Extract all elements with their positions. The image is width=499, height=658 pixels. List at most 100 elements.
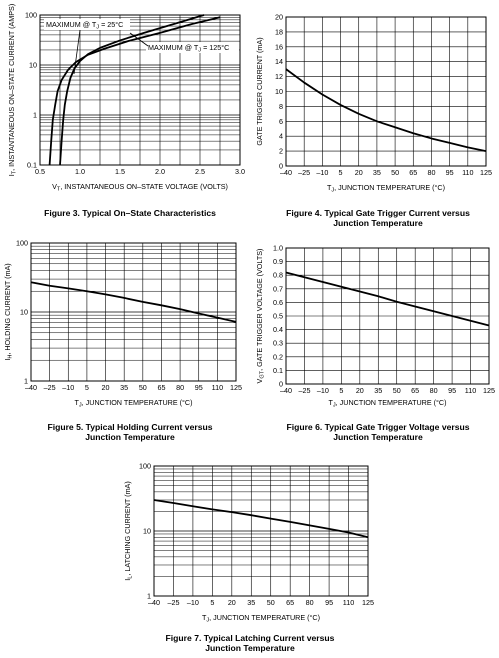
fig5-grid — [30, 243, 237, 382]
fig6-chart: –40 –25 –10 5 20 35 50 65 80 95 110 125 0 0.1 0.2 0.3 0.… — [255, 244, 495, 409]
fig6-xtick-label: 110 — [465, 386, 476, 395]
fig4-xtick-label: –10 — [316, 168, 328, 177]
figure-5-caption-line-2: Junction Temperature — [85, 432, 175, 442]
fig5-xtick-label: 80 — [176, 383, 184, 392]
fig4-xtick-label: –25 — [298, 168, 310, 177]
fig7-xtick-label: –10 — [187, 598, 199, 607]
fig6-xtick-label: 65 — [411, 386, 419, 395]
fig3-annotation-125-leader — [129, 32, 149, 47]
figure-4-caption-line-2: Junction Temperature — [333, 218, 423, 228]
fig7-xtick-label: 80 — [306, 598, 314, 607]
fig7-ytick-label: 100 — [139, 462, 151, 471]
fig7-xtick-label: 65 — [286, 598, 294, 607]
fig6-ytick-label: 0.8 — [273, 271, 283, 280]
fig7-ytick-label: 10 — [143, 527, 151, 536]
fig6-xtick-label: 50 — [393, 386, 401, 395]
fig6-ytick-label: 0 — [279, 380, 283, 389]
fig4-ytick-label: 2 — [279, 147, 283, 156]
fig5-ytick-label: 10 — [20, 308, 28, 317]
figure-7-caption-line-2: Junction Temperature — [205, 643, 295, 653]
fig4-xtick-label: 50 — [391, 168, 399, 177]
fig6-ytick-label: 0.4 — [273, 325, 283, 334]
fig5-xtick-label: 35 — [120, 383, 128, 392]
fig6-xaxis-label: TJ, JUNCTION TEMPERATURE (°C) — [328, 398, 446, 409]
fig6-frame — [285, 247, 490, 385]
figure-6-caption-line-2: Junction Temperature — [333, 432, 423, 442]
figure-4-caption-line-1: Figure 4. Typical Gate Trigger Current v… — [286, 208, 470, 218]
fig3-annotation-25-bg — [44, 19, 130, 30]
fig4-xtick-label: 65 — [409, 168, 417, 177]
fig6-xtick-label: 95 — [448, 386, 456, 395]
fig6-ytick-label: 1.0 — [273, 244, 283, 253]
fig5-xtick-label: 5 — [85, 383, 89, 392]
fig4-xtick-label: 110 — [462, 168, 473, 177]
fig6-xtick-label: 20 — [356, 386, 364, 395]
fig4-ytick-label: 12 — [275, 72, 283, 81]
fig6-ytick-label: 0.5 — [273, 312, 283, 321]
fig6-series-line-1 — [285, 271, 490, 327]
fig6-xtick-label: 80 — [430, 386, 438, 395]
fig4-ytick-label: 20 — [275, 13, 283, 22]
fig4-xtick-label: 35 — [373, 168, 381, 177]
fig7-xtick-label: 95 — [325, 598, 333, 607]
fig3-xtick-label: 2.5 — [195, 167, 205, 176]
fig3-annotation-25: MAXIMUM @ TJ = 25°C — [46, 20, 123, 31]
figure-5-caption: Figure 5. Typical Holding Current versus… — [10, 422, 250, 442]
fig6-ytick-label: 0.1 — [273, 366, 283, 375]
fig4-frame — [285, 16, 487, 167]
fig4-xaxis-label: TJ, JUNCTION TEMPERATURE (°C) — [327, 183, 445, 194]
fig5-xtick-label: 65 — [157, 383, 165, 392]
fig6-xtick-label: –25 — [298, 386, 310, 395]
fig6-ytick-label: 0.3 — [273, 339, 283, 348]
fig5-xtick-label: –25 — [44, 383, 56, 392]
fig4-xtick-label: 5 — [339, 168, 343, 177]
fig6-grid — [285, 247, 490, 385]
fig6-ytick-label: 0.9 — [273, 257, 283, 266]
fig5-xaxis-label: TJ, JUNCTION TEMPERATURE (°C) — [74, 398, 192, 409]
fig7-xtick-label: –40 — [148, 598, 160, 607]
fig4-xtick-label: 20 — [355, 168, 363, 177]
fig3-xtick-label: 2.0 — [155, 167, 165, 176]
figure-6-caption: Figure 6. Typical Gate Trigger Voltage v… — [258, 422, 498, 442]
fig4-ytick-label: 18 — [275, 27, 283, 36]
fig6-ytick-label: 0.6 — [273, 298, 283, 307]
fig5-xtick-label: –10 — [62, 383, 74, 392]
fig3-xtick-label: 1.5 — [115, 167, 125, 176]
fig4-ytick-label: 16 — [275, 42, 283, 51]
fig5-series-line-1 — [30, 281, 237, 323]
fig7-series-line-1 — [153, 499, 369, 539]
fig3-chart: 0.5 1.0 1.5 2.0 2.5 3.0 0.1 1 10 100 VT, INSTANTAN… — [7, 4, 245, 193]
fig7-ytick-label: 1 — [147, 592, 151, 601]
figure-3-caption-line: Figure 3. Typical On–State Characteristi… — [44, 208, 216, 218]
fig4-ytick-label: 10 — [275, 87, 283, 96]
fig3-ytick-label: 1 — [33, 111, 37, 120]
fig7-xtick-label: 5 — [210, 598, 214, 607]
fig6-ytick-label: 0.2 — [273, 352, 283, 361]
fig7-xtick-label: 110 — [343, 598, 354, 607]
fig3-ytick-label: 10 — [29, 61, 37, 70]
figure-7-caption: Figure 7. Typical Latching Current versu… — [130, 633, 370, 653]
fig3-xtick-label: 0.5 — [35, 167, 45, 176]
figure-5-caption-line-1: Figure 5. Typical Holding Current versus — [47, 422, 213, 432]
fig4-series-line-1 — [285, 68, 487, 152]
fig7-xtick-label: 20 — [228, 598, 236, 607]
fig5-xtick-label: 50 — [139, 383, 147, 392]
fig7-xtick-label: 35 — [247, 598, 255, 607]
fig5-frame — [30, 242, 237, 382]
fig6-xtick-label: –10 — [317, 386, 329, 395]
fig6-xtick-label: 5 — [339, 386, 343, 395]
fig3-xtick-label: 1.0 — [75, 167, 85, 176]
figure-7-caption-line-1: Figure 7. Typical Latching Current versu… — [165, 633, 335, 643]
fig5-xtick-label: –40 — [25, 383, 37, 392]
fig4-yaxis-label: GATE TRIGGER CURRENT (mA) — [255, 37, 264, 145]
fig4-xtick-label: 95 — [446, 168, 454, 177]
fig3-ytick-label: 0.1 — [27, 161, 37, 170]
fig4-ytick-label: 14 — [275, 57, 283, 66]
figure-3-caption: Figure 3. Typical On–State Characteristi… — [10, 208, 250, 218]
figure-4-caption: Figure 4. Typical Gate Trigger Current v… — [258, 208, 498, 228]
fig6-ytick-label: 0.7 — [273, 284, 283, 293]
fig5-ytick-label: 1 — [24, 377, 28, 386]
